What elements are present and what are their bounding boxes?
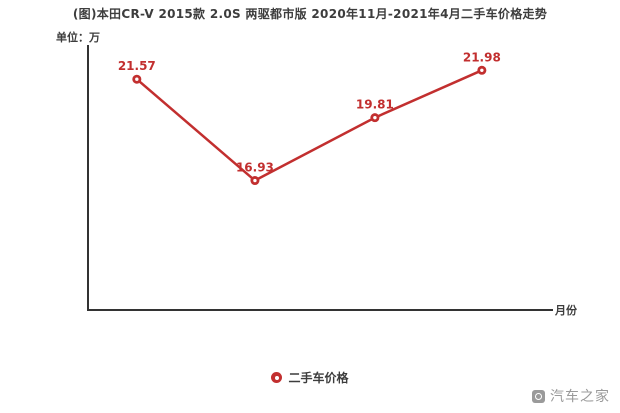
y-axis-unit-label: 单位：万 bbox=[56, 31, 100, 44]
svg-text:21.57: 21.57 bbox=[118, 59, 156, 73]
autohome-logo-icon bbox=[532, 389, 545, 403]
svg-text:19.81: 19.81 bbox=[356, 98, 394, 112]
legend-point-icon bbox=[265, 372, 289, 383]
chart-legend: 二手车价格 bbox=[0, 369, 620, 386]
chart-title: (图)本田CR-V 2015款 2.0S 两驱都市版 2020年11月-2021… bbox=[72, 7, 548, 21]
svg-text:21.98: 21.98 bbox=[463, 50, 501, 64]
x-axis-label: 月份 bbox=[555, 304, 577, 317]
watermark-brand-text: 汽车之家 bbox=[550, 389, 610, 405]
svg-text:16.93: 16.93 bbox=[236, 161, 274, 175]
legend-series-label: 二手车价格 bbox=[288, 371, 349, 385]
watermark: 汽车之家 bbox=[532, 386, 610, 406]
